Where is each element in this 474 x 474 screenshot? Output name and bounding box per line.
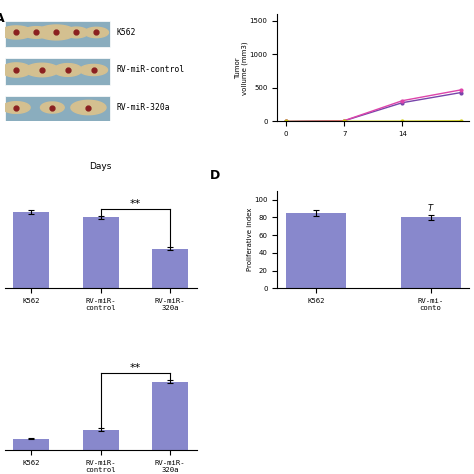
Text: K562: K562 bbox=[116, 28, 136, 37]
Polygon shape bbox=[2, 102, 30, 113]
Polygon shape bbox=[54, 64, 82, 76]
Polygon shape bbox=[80, 64, 108, 75]
Polygon shape bbox=[40, 102, 64, 113]
Bar bbox=[401, 218, 461, 288]
Title: Days: Days bbox=[90, 162, 112, 171]
Bar bbox=[13, 212, 49, 288]
Text: D: D bbox=[210, 169, 220, 182]
Text: RV-miR-control: RV-miR-control bbox=[116, 65, 184, 74]
Bar bbox=[82, 218, 118, 288]
Bar bbox=[13, 438, 49, 450]
Polygon shape bbox=[1, 63, 31, 77]
Y-axis label: Proliferative index: Proliferative index bbox=[246, 208, 253, 271]
Bar bbox=[5, 21, 110, 47]
Bar bbox=[286, 213, 346, 288]
Polygon shape bbox=[23, 27, 50, 38]
Polygon shape bbox=[0, 26, 32, 39]
Text: **: ** bbox=[130, 363, 141, 373]
Polygon shape bbox=[25, 63, 59, 77]
Text: $\it{T}$: $\it{T}$ bbox=[427, 201, 435, 212]
Y-axis label: Tumor
vollume (mm3): Tumor vollume (mm3) bbox=[235, 41, 248, 95]
Polygon shape bbox=[37, 25, 75, 40]
Bar bbox=[5, 96, 110, 122]
Text: A: A bbox=[0, 12, 5, 25]
Polygon shape bbox=[64, 27, 88, 38]
Bar bbox=[82, 430, 118, 450]
Polygon shape bbox=[84, 27, 109, 37]
Bar bbox=[5, 58, 110, 85]
Bar bbox=[152, 249, 188, 288]
Text: **: ** bbox=[130, 199, 141, 209]
Text: RV-miR-320a: RV-miR-320a bbox=[116, 103, 170, 112]
Polygon shape bbox=[71, 100, 106, 115]
Bar bbox=[152, 382, 188, 450]
